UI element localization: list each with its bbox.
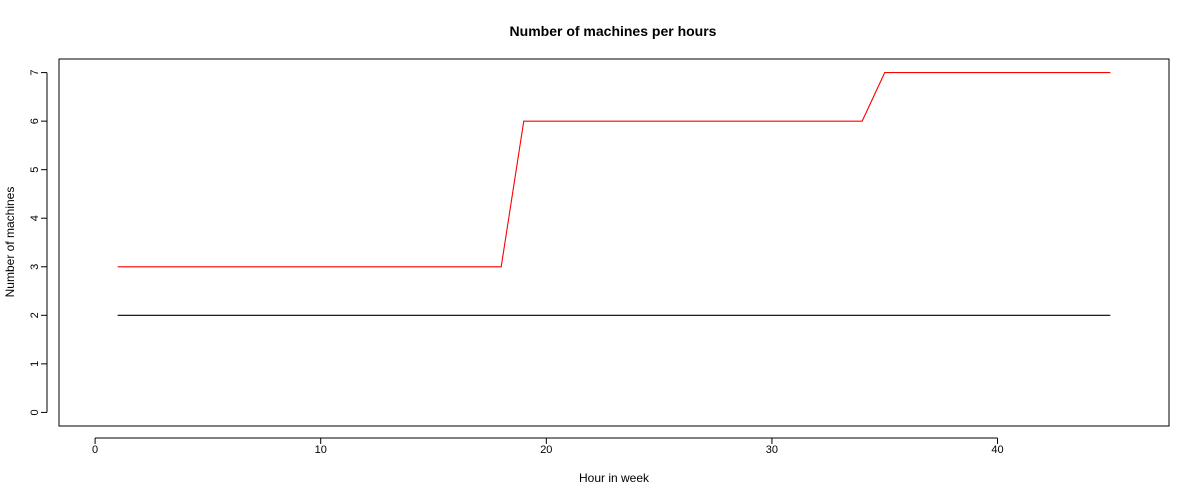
y-tick-label: 3 [29,264,41,270]
plot-frame [58,58,1170,427]
y-tick-label: 4 [29,215,41,221]
x-tick-label: 20 [540,444,552,456]
series-layer [117,72,1111,316]
y-tick-label: 1 [29,361,41,367]
y-tick-label: 5 [29,167,41,173]
y-tick-label: 7 [29,70,41,76]
y-tick-label: 0 [29,409,41,415]
x-axis-label: Hour in week [579,471,650,485]
x-axis: 0 10 20 30 40 [92,437,1004,456]
x-tick-label: 30 [766,444,778,456]
chart-title: Number of machines per hours [510,23,717,39]
y-tick-label: 6 [29,118,41,124]
y-axis-label: Number of machines [3,187,17,298]
x-tick-label: 0 [92,444,98,456]
x-tick-label: 10 [315,444,327,456]
y-axis: 0 1 2 3 4 5 6 7 [29,70,48,415]
y-tick-label: 2 [29,312,41,318]
x-tick-label: 40 [991,444,1003,456]
series-line-1 [117,72,1111,268]
